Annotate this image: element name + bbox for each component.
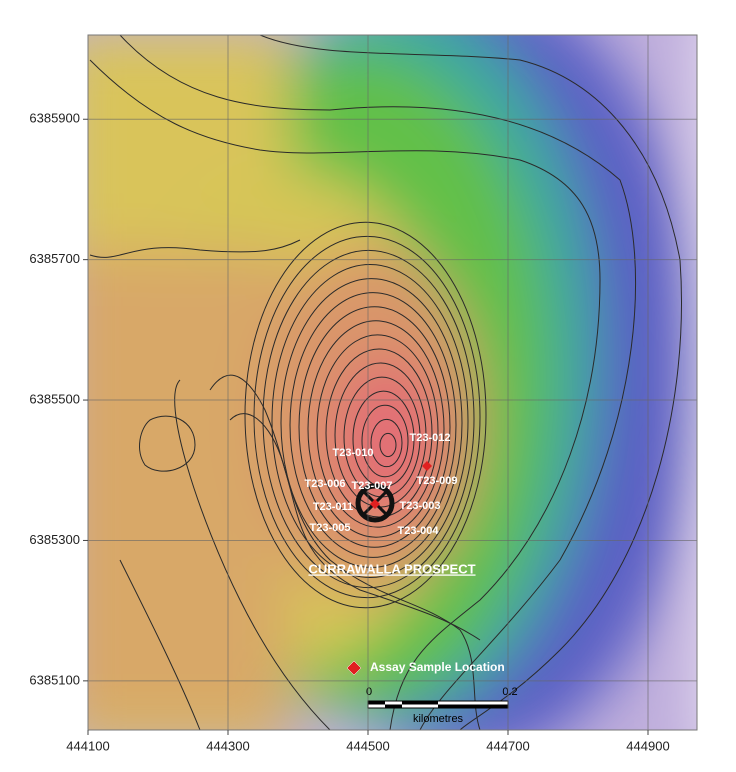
contour — [316, 334, 439, 528]
hole-label: T23-010 — [333, 447, 374, 459]
hole-label: T23-003 — [400, 500, 441, 512]
x-tick-label: 444500 — [346, 738, 389, 753]
heatmap — [88, 35, 697, 730]
scale-unit: kilometres — [413, 713, 464, 725]
collar — [370, 499, 380, 509]
x-tick-label: 444700 — [486, 738, 529, 753]
hole-label: T23-009 — [417, 475, 458, 487]
contour — [209, 374, 481, 730]
contour — [289, 292, 457, 558]
contour — [174, 379, 331, 730]
scale-bar-segment — [438, 704, 508, 708]
scale-bar-segment — [385, 704, 402, 708]
prospect-name: CURRAWALLA PROSPECT — [308, 561, 475, 576]
contour — [379, 432, 397, 458]
hole-label: T23-006 — [305, 478, 346, 490]
contour — [271, 264, 469, 578]
contour — [280, 278, 463, 568]
contour — [119, 35, 637, 730]
contour — [244, 221, 487, 609]
drill-collars — [355, 461, 432, 523]
scale-bar-segment — [368, 701, 385, 705]
contour — [119, 559, 201, 730]
legend-marker — [346, 660, 362, 676]
scale-end: 0.2 — [502, 686, 517, 698]
contour — [89, 59, 601, 730]
hole-label: T23-012 — [410, 432, 451, 444]
collar — [422, 461, 432, 471]
x-tick-label: 444900 — [626, 738, 669, 753]
y-tick-label: 6385700 — [29, 251, 80, 266]
y-tick-label: 6385100 — [29, 672, 80, 687]
contour — [307, 320, 445, 538]
x-tick-label: 444300 — [206, 738, 249, 753]
scale-bar-segment — [402, 701, 438, 705]
y-tick-label: 6385900 — [29, 111, 80, 126]
contour — [253, 235, 481, 599]
contour — [139, 415, 196, 472]
contour — [361, 404, 409, 478]
hole-label: T23-007 — [352, 480, 393, 492]
scale-start: 0 — [366, 686, 372, 698]
map-frame — [87, 34, 698, 731]
contour — [298, 306, 451, 548]
contour — [370, 418, 403, 468]
hole-label: T23-005 — [310, 522, 351, 534]
y-tick-label: 6385500 — [29, 391, 80, 406]
hole-label: T23-011 — [313, 501, 353, 513]
collar-cluster — [355, 483, 395, 523]
y-tick-label: 6385300 — [29, 532, 80, 547]
hole-label: T23-004 — [398, 525, 440, 537]
contour — [89, 239, 301, 258]
x-tick-label: 444100 — [66, 738, 109, 753]
legend-label: Assay Sample Location — [370, 660, 505, 674]
